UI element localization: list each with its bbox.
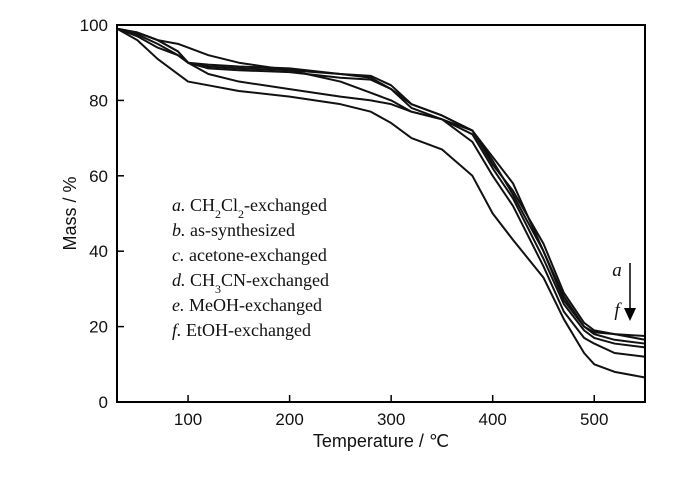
tick-layer: 100 200 300 400 500 0 20 40 60 80 100 [80, 16, 609, 429]
legend-entry-1: a. CH2Cl2-exchanged [172, 195, 327, 221]
x-tick-label: 200 [275, 410, 303, 429]
series-line-3 [116, 27, 646, 345]
y-tick-label: 60 [89, 167, 108, 186]
arrowhead-icon [624, 308, 636, 321]
y-tick-label: 100 [80, 16, 108, 35]
y-axis-title: Mass / % [60, 176, 80, 250]
series-order-annotation: a f [612, 260, 636, 321]
series-layer [116, 27, 646, 379]
legend-entry-5: e. MeOH-exchanged [172, 295, 322, 315]
legend-entry-4: d. CH3CN-exchanged [172, 270, 329, 296]
x-tick-label: 500 [580, 410, 608, 429]
legend-entry-3: c. acetone-exchanged [172, 245, 327, 265]
series-line-1 [116, 27, 646, 338]
x-tick-label: 100 [174, 410, 202, 429]
x-tick-label: 400 [479, 410, 507, 429]
plot-frame [116, 24, 646, 403]
x-axis-title: Temperature / ℃ [313, 431, 449, 451]
legend-entry-6: f. EtOH-exchanged [172, 320, 311, 340]
y-tick-label: 0 [99, 393, 108, 412]
y-tick-label: 40 [89, 242, 108, 261]
annotation-bottom-label: f [614, 300, 622, 321]
y-tick-label: 20 [89, 318, 108, 337]
legend-entry-2: b. as-synthesized [172, 220, 295, 240]
series-line-6 [116, 27, 646, 379]
x-tick-label: 300 [377, 410, 405, 429]
annotation-top-label: a [612, 260, 622, 281]
y-tick-label: 80 [89, 91, 108, 110]
series-line-5 [116, 27, 646, 358]
series-line-2 [116, 27, 646, 341]
